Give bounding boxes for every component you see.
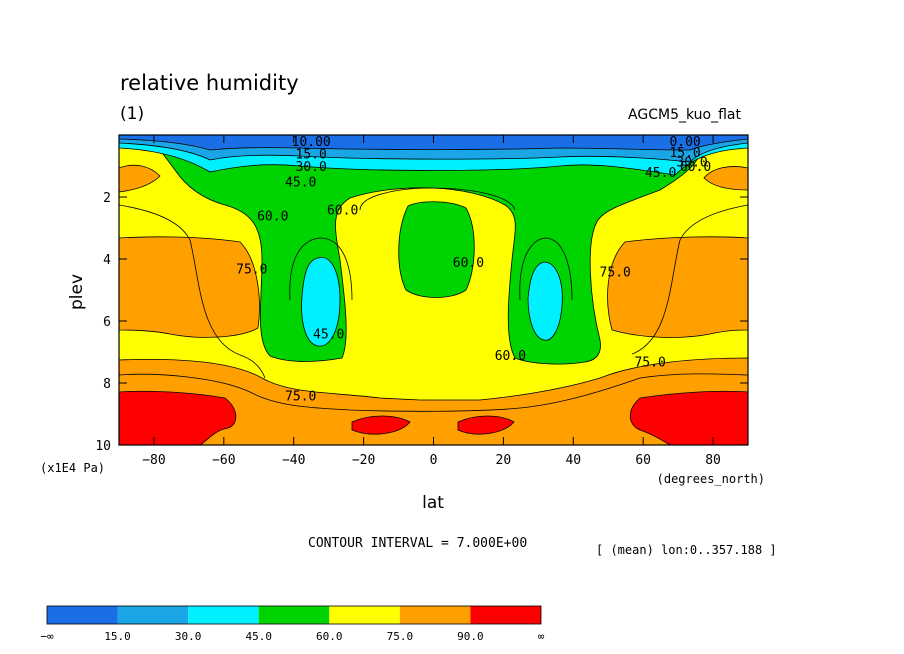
contour-label: 45.0 (313, 327, 344, 342)
y-axis: 2 4 6 8 10 (95, 191, 748, 454)
x-tick-label: −80 (142, 453, 165, 468)
contour-label: 60.0 (327, 203, 358, 218)
region-75-90-left (119, 236, 260, 338)
colorbar-swatch (258, 606, 330, 624)
contour-label: 60.0 (257, 210, 288, 225)
colorbar-label: 15.0 (104, 630, 131, 643)
x-axis-label: lat (422, 493, 444, 513)
contour-label: 0.00 (669, 135, 700, 150)
x-tick-label: 80 (705, 453, 721, 468)
y-tick-label: 10 (95, 439, 111, 454)
x-axis-units: (degrees_north) (657, 472, 765, 486)
y-axis-units: (x1E4 Pa) (40, 461, 105, 475)
region-gt90-right (629, 390, 748, 445)
colorbar-label: ∞ (538, 630, 545, 643)
y-tick-label: 8 (103, 377, 111, 392)
mean-text: [ (mean) lon:0..357.188 ] (596, 543, 777, 557)
contour-label: 75.0 (634, 355, 665, 370)
region-30-45-right (527, 261, 563, 341)
contour-label: 60.0 (680, 160, 711, 175)
region-gt90-left (119, 390, 237, 445)
chart-title: relative humidity (120, 71, 299, 95)
colorbar-swatch (329, 606, 400, 624)
contour-label: 75.0 (236, 262, 267, 277)
contour-label: 75.0 (285, 389, 316, 404)
contour-label: 30.0 (296, 160, 327, 175)
contour-interval-text: CONTOUR INTERVAL = 7.000E+00 (308, 536, 527, 551)
region-45-60-center (398, 201, 475, 298)
region-75-90-right (607, 236, 748, 338)
y-axis-label: plev (67, 274, 87, 310)
contour-fill-layer (119, 135, 748, 445)
contour-label: 15.0 (296, 148, 327, 163)
contour-label: 60.0 (453, 256, 484, 271)
x-tick-label: −60 (212, 453, 235, 468)
contour-label: 15.0 (669, 146, 700, 161)
colorbar-label: 60.0 (316, 630, 343, 643)
x-tick-label: −20 (352, 453, 375, 468)
colorbar-swatch (470, 606, 541, 624)
colorbar-label: 75.0 (387, 630, 414, 643)
contour-label: 60.0 (495, 349, 526, 364)
chart-subtitle: (1) (120, 104, 144, 124)
colorbar-swatch (47, 606, 118, 624)
model-label: AGCM5_kuo_flat (628, 107, 741, 123)
x-tick-label: 0 (430, 453, 438, 468)
region-75-90-upper-right (703, 166, 748, 191)
x-tick-label: 60 (635, 453, 651, 468)
colorbar-label: 30.0 (175, 630, 202, 643)
y-tick-label: 6 (103, 315, 111, 330)
region-30-45-left (301, 257, 341, 347)
colorbar-swatch (399, 606, 471, 624)
region-75-90-upper-left (119, 164, 161, 193)
colorbar-frame (46, 605, 542, 625)
contour-label: 45.0 (645, 166, 676, 181)
colorbar-swatch (117, 606, 189, 624)
y-tick-label: 4 (103, 253, 111, 268)
y-tick-label: 2 (103, 191, 111, 206)
contour-lines (119, 187, 748, 412)
contour-label: 75.0 (600, 265, 631, 280)
colorbar-label: 90.0 (457, 630, 484, 643)
colorbar: −∞ 15.0 30.0 45.0 60.0 75.0 90.0 ∞ (40, 605, 545, 643)
contour-label: 30.0 (676, 155, 707, 170)
contour-label: 45.0 (285, 176, 316, 191)
x-tick-label: 40 (565, 453, 581, 468)
colorbar-swatch (188, 606, 259, 624)
region-75-90-lower (119, 357, 748, 445)
region-gt90-center-left (351, 415, 411, 435)
x-axis: −80 −60 −40 −20 0 20 40 60 80 (142, 135, 721, 468)
contour-label: 10.00 (292, 135, 331, 150)
x-tick-label: 20 (496, 453, 512, 468)
colorbar-label: 45.0 (245, 630, 272, 643)
colorbar-label: −∞ (40, 630, 54, 643)
region-gt90-center-right (457, 415, 515, 435)
region-45-60 (159, 149, 701, 365)
x-tick-label: −40 (282, 453, 305, 468)
